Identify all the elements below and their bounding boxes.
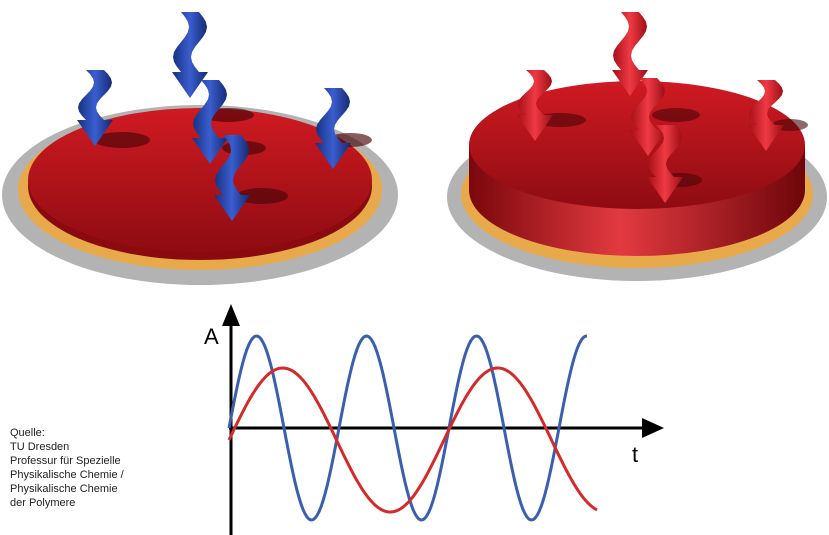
blue-wavy-arrow-icon [77, 70, 113, 146]
blue-wavy-arrow-icon [214, 135, 250, 221]
source-line: Quelle: [10, 427, 45, 439]
source-line: der Polymere [10, 497, 76, 509]
x-axis-arrowhead [642, 418, 664, 438]
red-wavy-arrow-icon [748, 80, 784, 151]
y-axis-arrowhead [222, 304, 240, 326]
red-wavy-arrow-icon [630, 78, 666, 156]
y-axis-label: A [204, 324, 219, 349]
red-wavy-arrow-icon [517, 70, 553, 141]
red-arrows-group [517, 12, 784, 203]
blue-wavy-arrow-icon [315, 88, 351, 169]
blue-wavy-arrow-icon [214, 135, 250, 221]
blue-wavy-arrow-icon [172, 12, 208, 98]
blue-wave [227, 334, 588, 522]
source-line: Physikalische Chemie [10, 483, 118, 495]
blue-wavy-arrow-icon [192, 80, 228, 164]
source-line: Professur für Spezielle [10, 455, 121, 467]
blue-arrows-group [77, 12, 351, 221]
red-wavy-arrow-icon [647, 125, 683, 203]
blue-wavy-arrow-icon [315, 88, 351, 169]
red-wavy-arrow-icon [517, 70, 553, 141]
red-wavy-arrow-icon [612, 12, 648, 96]
blue-wavy-arrow-icon [192, 80, 228, 164]
red-wavy-arrow-icon [748, 80, 784, 151]
source-caption: Quelle: TU Dresden Professur für Speziel… [10, 426, 124, 510]
oscillation-graph: A t [204, 304, 664, 535]
red-wavy-arrow-icon [630, 78, 666, 156]
red-wavy-arrow-icon [647, 125, 683, 203]
red-wavy-arrow-icon [612, 12, 648, 96]
source-line: Physikalische Chemie / [10, 469, 124, 481]
blue-wavy-arrow-icon [172, 12, 208, 98]
blue-wavy-arrow-icon [77, 70, 113, 146]
red-film-top [469, 81, 805, 209]
source-line: TU Dresden [10, 441, 70, 453]
x-axis-label: t [632, 442, 638, 467]
left-disk [2, 105, 398, 285]
red-wave [227, 366, 598, 514]
